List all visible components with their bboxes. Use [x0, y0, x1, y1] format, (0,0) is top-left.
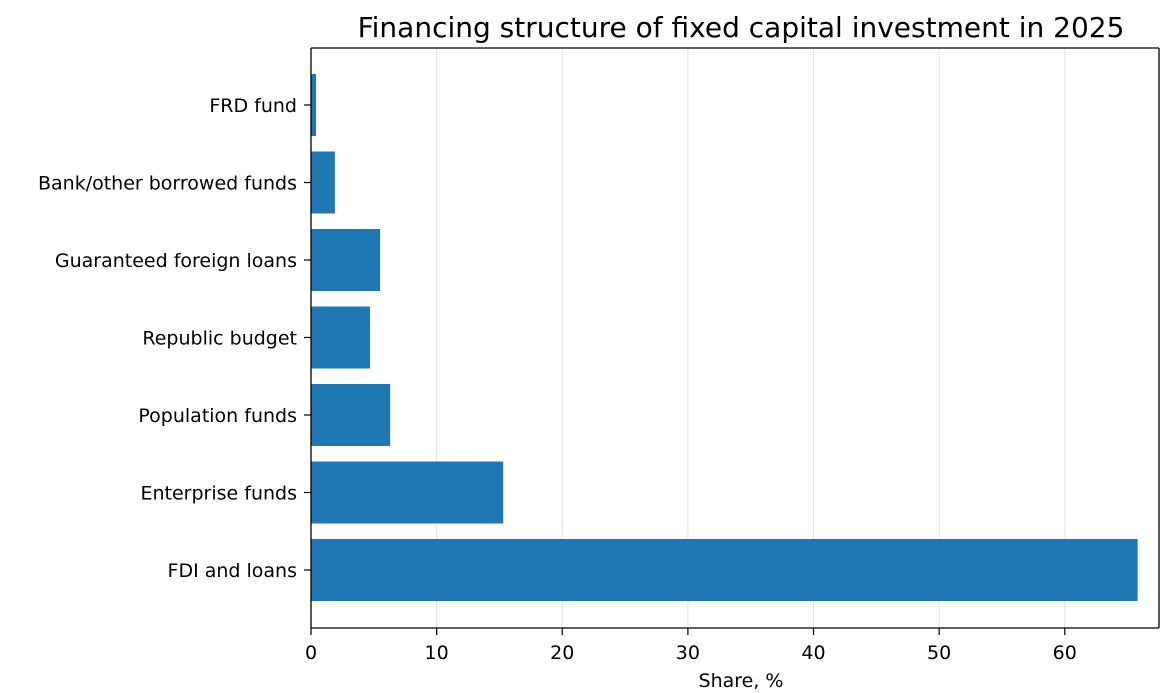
x-tick-label-10: 10	[425, 642, 449, 664]
bar-5	[311, 151, 335, 214]
y-tick-label-6: FRD fund	[209, 95, 297, 117]
grid-lines	[310, 48, 1066, 628]
x-tick-label-60: 60	[1053, 642, 1077, 664]
x-tick-label-20: 20	[550, 642, 574, 664]
y-tick-label-4: Guaranteed foreign loans	[55, 250, 297, 272]
x-axis-label: Share, %	[699, 670, 784, 689]
axes	[304, 47, 1160, 635]
y-tick-labels: FDI and loans Enterprise funds Population …	[38, 95, 297, 582]
x-tick-label-30: 30	[676, 642, 700, 664]
x-tick-label-50: 50	[927, 642, 951, 664]
x-tick-label-40: 40	[801, 642, 825, 664]
bars	[311, 74, 1138, 601]
bar-4	[311, 229, 381, 291]
bar-0	[311, 539, 1138, 601]
y-tick-label-2: Population funds	[138, 405, 297, 427]
bar-2	[311, 384, 391, 446]
x-tick-label-0: 0	[305, 642, 317, 664]
y-tick-label-5: Bank/other borrowed funds	[38, 173, 297, 195]
y-tick-label-1: Enterprise funds	[140, 483, 297, 505]
bar-6	[311, 74, 317, 136]
x-tick-labels: 0 10 20 30 40 50 60	[305, 642, 1077, 664]
bar-1	[311, 461, 504, 524]
y-tick-label-3: Republic budget	[142, 328, 297, 350]
chart-title: Financing structure of fixed capital inv…	[358, 11, 1125, 44]
y-tick-label-0: FDI and loans	[168, 560, 297, 582]
bar-3	[311, 306, 371, 369]
